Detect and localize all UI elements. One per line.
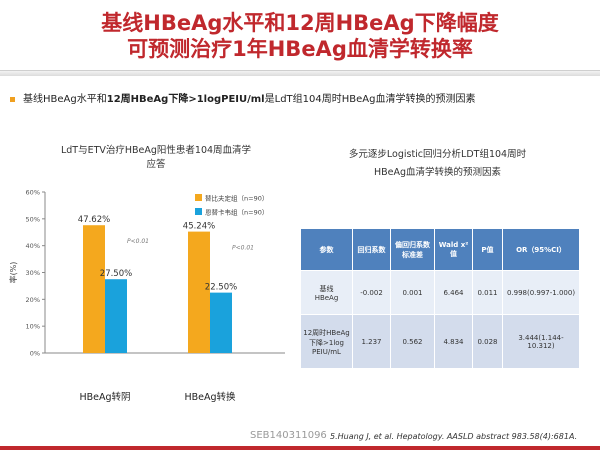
p-value-annotation: P<0.01 <box>232 245 254 252</box>
header-p: P值 <box>472 228 503 271</box>
document-code: SEB140311096 <box>250 430 327 441</box>
legend-label: 恩替卡韦组（n=90） <box>205 208 268 217</box>
cell-coef: -0.002 <box>352 270 391 315</box>
data-label: 27.50% <box>100 269 132 279</box>
chart-title-line-1: LdT与ETV治疗HBeAg阳性患者104周血清学 <box>60 145 252 156</box>
cell-or: 0.998(0.997-1.000) <box>502 270 580 315</box>
cell-param: 12周时HBeAg 下降>1log PEIU/mL <box>300 314 353 369</box>
y-tick-label: 0% <box>30 350 40 358</box>
table-title: 多元逐步Logistic回归分析LDT组104周时 HBeAg血清学转换的预测因… <box>300 146 575 182</box>
y-tick-label: 40% <box>26 242 40 250</box>
header-coef: 回归系数 <box>352 228 391 271</box>
bar <box>105 279 127 353</box>
cell-se: 0.001 <box>390 270 435 315</box>
y-tick-label: 60% <box>26 189 40 197</box>
header-se: 偏回归系数标准差 <box>390 228 435 271</box>
slide-title: 基线HBeAg水平和12周HBeAg下降幅度 可预测治疗1年HBeAg血清学转换… <box>0 10 600 62</box>
cell-param: 基线 HBeAg <box>300 270 353 315</box>
data-label: 45.24% <box>183 222 215 232</box>
title-line-1: 基线HBeAg水平和12周HBeAg下降幅度 <box>101 11 499 35</box>
bullet-text-1: 基线HBeAg水平和 <box>23 94 107 105</box>
title-divider <box>0 70 600 76</box>
bar <box>188 231 210 353</box>
bullet-square-icon <box>10 96 15 102</box>
table-header-row: 参数 回归系数 偏回归系数标准差 Wald x²值 P值 OR（95%CI） <box>300 228 580 271</box>
cell-coef: 1.237 <box>352 314 391 369</box>
legend-swatch <box>195 208 202 215</box>
cell-p: 0.028 <box>472 314 503 369</box>
legend-swatch <box>195 194 202 201</box>
bar <box>83 225 105 353</box>
bullet-text-bold: 12周HBeAg下降>1logPEIU/ml <box>106 94 265 105</box>
chart-title: LdT与ETV治疗HBeAg阳性患者104周血清学 应答 <box>44 144 268 172</box>
x-tick-label: HBeAg转阴 <box>79 391 130 403</box>
x-tick-label: HBeAg转换 <box>184 391 236 403</box>
footer-divider <box>0 446 600 450</box>
bar <box>210 292 232 353</box>
cell-se: 0.562 <box>390 314 435 369</box>
table-title-line-1: 多元逐步Logistic回归分析LDT组104周时 <box>348 149 527 160</box>
bar-chart: 0% 10% 20% 30% 40% 50% 60% 率(%) 47.62% 27.50% HBeA… <box>8 189 285 403</box>
y-tick-label: 30% <box>26 269 40 277</box>
cell-wald: 6.464 <box>434 270 473 315</box>
regression-table: 参数 回归系数 偏回归系数标准差 Wald x²值 P值 OR（95%CI） 基… <box>300 228 580 369</box>
table-row: 12周时HBeAg 下降>1log PEIU/mL 1.237 0.562 4.… <box>300 314 580 369</box>
chart-title-line-2: 应答 <box>146 159 166 170</box>
header-or: OR（95%CI） <box>502 228 580 271</box>
header-wald: Wald x²值 <box>434 228 473 271</box>
table-title-line-2: HBeAg血清学转换的预测因素 <box>373 167 502 178</box>
title-line-2: 可预测治疗1年HBeAg血清学转换率 <box>127 37 473 61</box>
cell-or: 3.444(1.144-10.312) <box>502 314 580 369</box>
legend-label: 替比夫定组（n=90） <box>205 194 268 203</box>
table-row: 基线 HBeAg -0.002 0.001 6.464 0.011 0.998(… <box>300 270 580 315</box>
bullet-point: 基线HBeAg水平和12周HBeAg下降>1logPEIU/ml是LdT组104… <box>10 93 590 107</box>
data-label: 22.50% <box>205 283 237 293</box>
header-param: 参数 <box>300 228 353 271</box>
y-tick-label: 20% <box>26 296 40 304</box>
cell-wald: 4.834 <box>434 314 473 369</box>
y-axis-label: 率(%) <box>8 262 18 284</box>
data-label: 47.62% <box>78 215 110 225</box>
y-tick-label: 10% <box>26 323 40 331</box>
citation: 5.Huang J, et al. Hepatology. AASLD abst… <box>330 432 578 441</box>
bullet-text-2: 是LdT组104周时HBeAg血清学转换的预测因素 <box>264 94 476 105</box>
y-tick-label: 50% <box>26 215 40 223</box>
cell-p: 0.011 <box>472 270 503 315</box>
p-value-annotation: P<0.01 <box>127 238 149 245</box>
